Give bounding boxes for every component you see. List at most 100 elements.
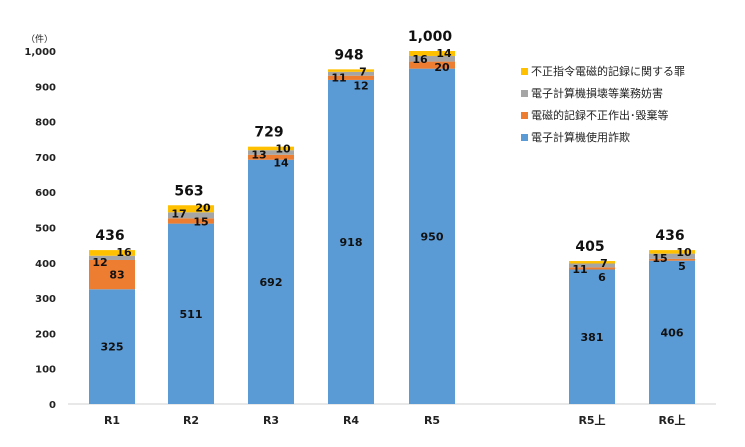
data-label: 12: [92, 256, 107, 269]
data-label: 83: [109, 269, 124, 282]
bar-segment: [168, 223, 214, 404]
bar-segment: [649, 258, 695, 261]
total-label: 563: [174, 183, 203, 199]
data-label: 11: [572, 263, 587, 276]
bar-segment: [409, 68, 455, 405]
data-label: 511: [180, 308, 203, 321]
bar-segment: [248, 154, 294, 160]
x-tick-label: R6上: [658, 413, 685, 427]
data-label: 20: [434, 61, 450, 74]
data-label: 14: [436, 47, 452, 60]
bar-segment: [649, 260, 695, 404]
total-label: 729: [254, 125, 283, 141]
y-tick-label: 200: [35, 329, 56, 340]
data-label: 15: [652, 252, 667, 265]
bar-segment: [89, 255, 135, 260]
data-label: 11: [331, 71, 346, 84]
y-tick-label: 100: [35, 365, 56, 376]
legend-swatch: [521, 90, 528, 97]
legend-label: 電子計算機使用詐欺: [531, 130, 630, 144]
bar-segment: [328, 71, 374, 76]
data-label: 381: [581, 331, 604, 344]
legend-swatch: [521, 134, 528, 141]
data-label: 12: [353, 79, 368, 92]
y-tick-label: 800: [35, 118, 56, 129]
data-label: 16: [412, 53, 428, 66]
bar-stack-R2: 511 15 17 20 563: [168, 183, 214, 404]
data-label: 6: [598, 271, 606, 284]
bar-segment: [409, 51, 455, 56]
data-label: 20: [195, 201, 211, 214]
bar-segment: [569, 261, 615, 264]
y-tick-label: 1,000: [24, 47, 56, 58]
data-label: 950: [421, 230, 444, 243]
legend-label: 電磁的記録不正作出･毀棄等: [531, 108, 669, 122]
data-label: 5: [678, 260, 686, 273]
x-axis: R1 R2 R3 R4 R5 R5上 R6上: [104, 413, 686, 427]
bar-segment: [168, 205, 214, 213]
data-label: 325: [101, 341, 124, 354]
total-label: 405: [575, 239, 604, 255]
data-label: 406: [661, 326, 684, 339]
data-label: 7: [600, 257, 608, 270]
x-tick-label: R5: [424, 414, 440, 427]
total-label: 1,000: [408, 29, 453, 45]
data-label: 10: [275, 143, 291, 156]
legend-swatch: [521, 112, 528, 119]
y-tick-label: 300: [35, 294, 56, 305]
y-tick-label: 0: [49, 400, 56, 411]
data-label: 918: [340, 236, 363, 249]
bar-segment: [328, 75, 374, 80]
y-axis-unit: （件）: [26, 33, 53, 45]
bar-segment: [89, 250, 135, 256]
bar-segment: [569, 263, 615, 268]
y-tick-label: 400: [35, 259, 56, 270]
data-label: 692: [260, 276, 283, 289]
legend-label: 電子計算機損壊等業務妨害: [531, 86, 663, 100]
total-label: 436: [655, 228, 684, 244]
data-label: 13: [251, 149, 266, 162]
x-tick-label: R5上: [578, 413, 605, 427]
legend: 不正指令電磁的記録に関する罪電子計算機損壊等業務妨害電磁的記録不正作出･毀棄等電…: [521, 64, 685, 144]
bar-segment: [248, 159, 294, 404]
legend-label: 不正指令電磁的記録に関する罪: [531, 64, 685, 78]
bar-segment: [649, 250, 695, 254]
bar-segment: [248, 146, 294, 151]
bar-stack-R5: 950 20 16 14 1,000: [408, 29, 455, 405]
y-tick-label: 500: [35, 224, 56, 235]
data-label: 15: [193, 215, 208, 228]
bar-segment: [89, 259, 135, 290]
data-label: 17: [171, 207, 186, 220]
data-label: 7: [359, 65, 367, 78]
x-tick-label: R3: [263, 414, 279, 427]
bar-segment: [409, 61, 455, 69]
total-label: 436: [95, 228, 124, 244]
bar-segment: [409, 55, 455, 62]
bar-stack-R4: 918 12 11 7 948: [328, 47, 374, 405]
bar-segment: [328, 79, 374, 405]
bar-segment: [328, 69, 374, 72]
bar-segment: [649, 253, 695, 259]
x-tick-label: R1: [104, 414, 120, 427]
bar-segment: [168, 212, 214, 219]
bar-segment: [248, 150, 294, 155]
y-tick-label: 600: [35, 188, 56, 199]
bar-segment: [89, 289, 135, 404]
bar-stack-R5上: 381 6 11 7 405: [569, 239, 615, 404]
bar-stack-R6上: 406 5 15 10 436: [649, 228, 695, 404]
bar-segment: [569, 267, 615, 270]
x-tick-label: R4: [343, 414, 359, 427]
legend-swatch: [521, 68, 528, 75]
bar-segment: [569, 269, 615, 404]
bar-stack-R3: 692 14 13 10 729: [248, 125, 294, 404]
total-label: 948: [334, 47, 363, 63]
data-label: 10: [676, 246, 692, 259]
y-tick-label: 700: [35, 153, 56, 164]
bar-segment: [168, 218, 214, 224]
data-label: 16: [116, 246, 132, 259]
y-tick-label: 900: [35, 82, 56, 93]
x-tick-label: R2: [183, 414, 199, 427]
